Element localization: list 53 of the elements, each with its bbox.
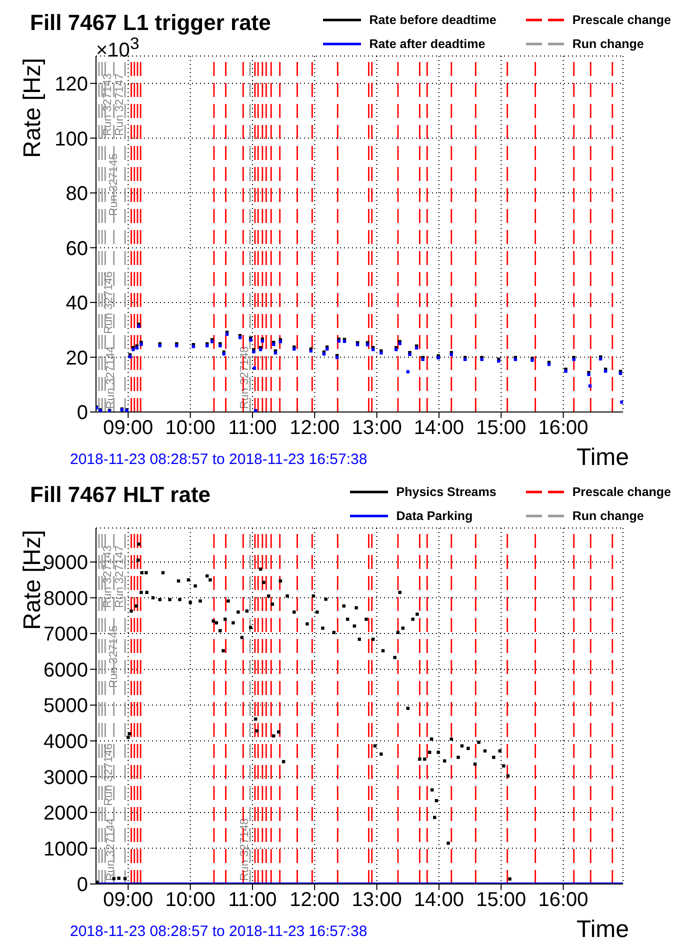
text: Run change	[572, 37, 644, 51]
x-tick-label: 14:00	[414, 417, 464, 440]
ref-line-label: Run 327147	[114, 545, 126, 608]
y-tick-label: 0	[76, 874, 88, 896]
x-tick-label: 11:00	[228, 889, 277, 912]
x-tick-label: 12:00	[290, 889, 340, 912]
y-tick-label: 80	[66, 183, 88, 206]
annotation: ×10$^{3}$	[96, 34, 140, 63]
legend-label: Physics Streams	[396, 485, 496, 499]
y-tick-label: 6000	[44, 659, 88, 682]
x-tick-label: 13:00	[352, 417, 402, 440]
y-tick-label: 20	[66, 347, 88, 370]
chart-title: Fill 7467 HLT rate	[30, 482, 211, 508]
legend-label: Data Parking	[396, 509, 473, 523]
x-tick-label: 15:00	[476, 417, 526, 440]
ref-line-label: Run 327147	[114, 73, 126, 136]
y-tick-label: 40	[66, 292, 88, 315]
x-tick-label: 11:00	[228, 417, 277, 440]
ref-line-label: Run 327146	[102, 743, 115, 806]
y-tick-label: 100	[54, 128, 88, 150]
y-tick-label: 2000	[44, 802, 88, 825]
x-tick-label: 10:00	[165, 417, 216, 440]
y-tick-label: 4000	[44, 730, 88, 753]
ref-line-label: Run 327146	[102, 271, 115, 334]
text: 2018-11-23 08:28:57 to 2018-11-23 16:57:38	[70, 923, 368, 940]
text: 2018-11-23 08:28:57 to 2018-11-23 16:57:38	[70, 451, 368, 468]
text: Run change	[572, 509, 644, 523]
x-axis-title: Time	[576, 916, 629, 944]
x-tick-label: 14:00	[414, 889, 464, 912]
y-tick-label: 0	[76, 402, 88, 424]
x-tick-label: 12:00	[290, 417, 340, 440]
y-tick-label: 120	[54, 73, 88, 96]
x-tick-label: 09:00	[103, 889, 154, 912]
y-axis-title: Rate [Hz]	[19, 58, 46, 158]
y-tick-label: 3000	[44, 766, 88, 789]
y-tick-label: 8000	[44, 588, 88, 610]
x-axis-title: Time	[576, 444, 629, 472]
legend-label: Rate after deadtime	[369, 37, 486, 51]
y-tick-label: 1000	[44, 838, 88, 860]
x-tick-label: 13:00	[352, 889, 402, 912]
y-tick-label: 5000	[44, 695, 88, 718]
y-tick-label: 7000	[44, 624, 88, 646]
x-tick-label: 16:00	[538, 889, 588, 912]
x-tick-label: 10:00	[165, 889, 216, 912]
y-tick-label: 9000	[44, 552, 88, 574]
chart-title: Fill 7467 L1 trigger rate	[30, 10, 271, 36]
text: Prescale change	[572, 13, 671, 27]
x-tick-label: 16:00	[538, 417, 588, 440]
y-tick-label: 60	[66, 238, 88, 260]
legend-label: Rate before deadtime	[369, 13, 496, 27]
text: Prescale change	[572, 485, 671, 499]
x-tick-label: 09:00	[103, 417, 154, 440]
x-tick-label: 15:00	[476, 889, 526, 912]
